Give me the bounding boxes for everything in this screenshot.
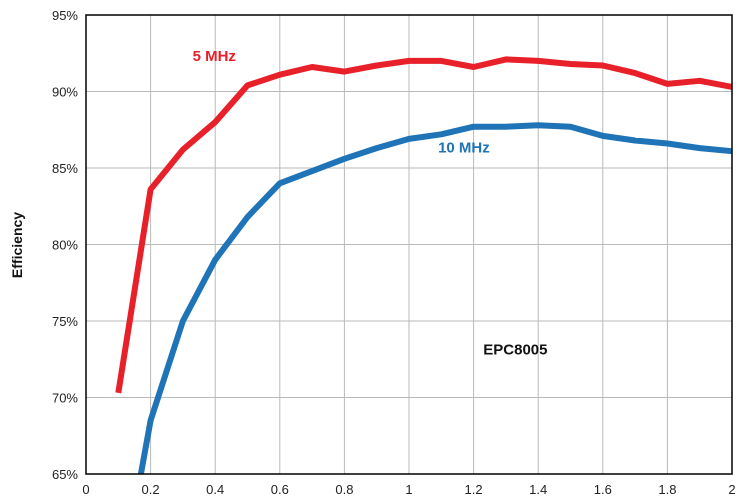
x-tick-label: 0 [82, 482, 89, 497]
annotation-label: EPC8005 [483, 342, 547, 359]
series-line-5mhz [115, 56, 733, 394]
annotation-label: 5 MHz [193, 48, 236, 65]
x-tick-label: 0.4 [206, 482, 224, 497]
grid-lines [86, 15, 732, 474]
annotations: 5 MHz 10 MHz EPC8005 [193, 48, 548, 359]
y-axis-label: Efficiency [9, 212, 25, 278]
y-tick-label: 90% [52, 85, 78, 100]
tick-labels: 0 0.2 0.4 0.6 0.8 1 1.2 1.4 1.6 1.8 2 65% 70% 75% 80% 8… [52, 8, 736, 497]
x-tick-label: 0.6 [271, 482, 289, 497]
x-tick-label: 0.2 [142, 482, 160, 497]
y-tick-label: 80% [52, 238, 78, 253]
x-tick-label: 1 [405, 482, 412, 497]
y-tick-label: 95% [52, 8, 78, 23]
x-tick-label: 0.8 [335, 482, 353, 497]
x-tick-label: 1.6 [594, 482, 612, 497]
series-lines [115, 56, 733, 475]
plot-frame [85, 14, 733, 475]
y-tick-label: 70% [52, 391, 78, 406]
annotation-label: 10 MHz [438, 140, 490, 157]
y-tick-label: 75% [52, 314, 78, 329]
x-tick-label: 2 [728, 482, 735, 497]
x-tick-label: 1.4 [529, 482, 547, 497]
series-line-10mhz [137, 122, 733, 475]
y-tick-label: 85% [52, 161, 78, 176]
x-tick-label: 1.2 [465, 482, 483, 497]
x-tick-label: 1.8 [658, 482, 676, 497]
y-tick-label: 65% [52, 467, 78, 482]
